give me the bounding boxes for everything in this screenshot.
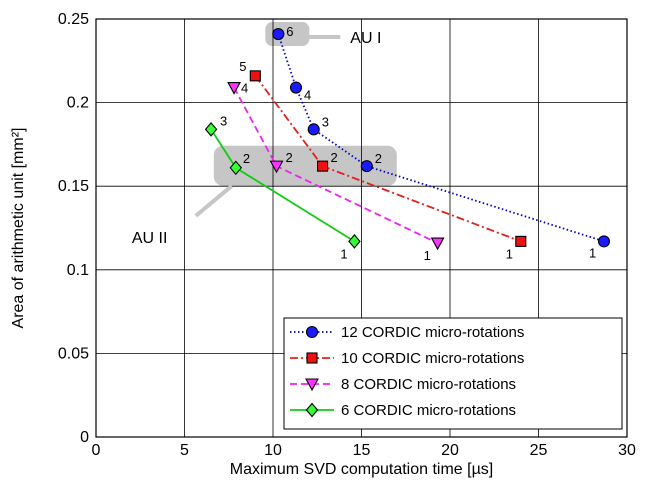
point-label: 5 <box>239 59 246 74</box>
legend-box <box>283 317 623 430</box>
square-marker <box>249 70 261 82</box>
circle-marker <box>307 123 320 136</box>
y-tick-label: 0.05 <box>58 345 89 362</box>
diamond-marker <box>229 160 243 176</box>
au-ii-label: AU II <box>132 230 168 247</box>
point-label: 2 <box>375 151 382 166</box>
point-label: 4 <box>304 88 311 103</box>
circle-marker <box>305 325 319 339</box>
plot-frame <box>95 18 628 438</box>
x-tick-label: 10 <box>264 442 282 459</box>
series-3: 4 2 1 <box>227 81 445 263</box>
point-label: 3 <box>322 114 329 129</box>
circle-marker <box>597 235 611 248</box>
point-label: 6 <box>286 24 293 39</box>
point-label: 4 <box>241 81 248 96</box>
series-4: 3 2 1 <box>204 113 361 261</box>
x-tick-label: 15 <box>353 442 371 459</box>
x-tick-label: 20 <box>441 442 459 459</box>
series-1: 6 43 2 1 <box>272 24 611 260</box>
au-i-highlight-box <box>265 22 310 47</box>
triangle-marker <box>305 378 319 392</box>
au-ii-highlight-box <box>213 145 397 186</box>
triangle-marker <box>269 160 284 174</box>
diamond-marker <box>204 122 218 137</box>
highlight-layer <box>213 22 397 186</box>
point-label: 1 <box>340 246 347 261</box>
legend: 12 CORDIC micro-rotations 10 CORDIC micro… <box>283 317 623 430</box>
y-tick-label: 0.1 <box>67 262 89 279</box>
square-marker <box>306 352 318 364</box>
circle-marker <box>272 27 285 41</box>
point-label: 1 <box>506 246 513 261</box>
square-marker <box>317 160 329 172</box>
point-label: 2 <box>243 151 250 166</box>
x-tick-label: 0 <box>92 442 101 459</box>
diamond-marker <box>305 402 319 418</box>
diamond-marker <box>348 234 361 249</box>
series-2: 5 2 1 <box>239 59 527 261</box>
point-label: 2 <box>286 150 293 165</box>
point-label: 1 <box>424 248 431 263</box>
x-tick-label: 5 <box>180 442 189 459</box>
x-tick-label: 30 <box>618 442 636 459</box>
au-ii-leader-line <box>194 184 234 218</box>
y-tick-label: 0.2 <box>67 95 89 112</box>
x-axis-title: Maximum SVD computation time [µs] <box>230 461 494 478</box>
legend-entry: 12 CORDIC micro-rotations <box>341 324 524 341</box>
circle-marker <box>289 81 303 94</box>
series-line <box>277 33 605 243</box>
legend-entry: 6 CORDIC micro-rotations <box>341 402 516 419</box>
x-tick-label: 25 <box>530 442 548 459</box>
circle-marker <box>360 160 373 173</box>
point-label: 2 <box>331 150 338 165</box>
y-axis-title: Area of arithmetic unit [mm²] <box>10 128 27 329</box>
legend-entry: 10 CORDIC micro-rotations <box>341 350 524 367</box>
y-tick-label: 0 <box>80 429 89 446</box>
legend-entry: 8 CORDIC micro-rotations <box>341 376 516 393</box>
triangle-marker <box>430 237 445 251</box>
point-label: 1 <box>589 245 596 260</box>
triangle-marker <box>227 82 241 95</box>
annotation-layer: AU I AU II <box>132 30 382 247</box>
au-i-label: AU I <box>350 30 381 47</box>
y-tick-label: 0.25 <box>58 11 89 28</box>
point-label: 3 <box>220 113 227 128</box>
y-tick-label: 0.15 <box>58 178 89 195</box>
square-marker <box>515 235 527 247</box>
